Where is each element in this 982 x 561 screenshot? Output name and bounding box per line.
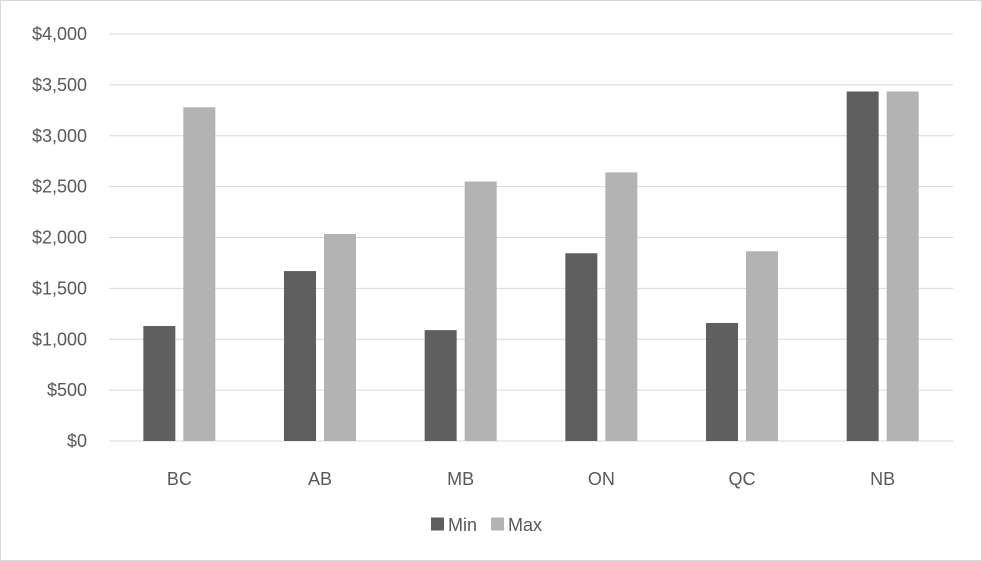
bar-min-nb bbox=[846, 91, 879, 442]
bar-max-on bbox=[605, 172, 638, 441]
bar-max-qc bbox=[746, 251, 778, 441]
x-tick-label: NB bbox=[870, 469, 895, 489]
bars bbox=[143, 91, 919, 442]
legend: Min Max bbox=[431, 515, 542, 535]
y-tick-label: $500 bbox=[47, 380, 87, 400]
legend-label: Min bbox=[448, 515, 477, 535]
x-tick-label: QC bbox=[729, 469, 756, 489]
y-tick-label: $3,000 bbox=[32, 126, 87, 146]
bar-max-bc bbox=[183, 107, 216, 441]
bar-min-mb bbox=[424, 330, 457, 441]
y-tick-label: $1,500 bbox=[32, 278, 87, 298]
x-tick-label: ON bbox=[588, 469, 615, 489]
gridlines bbox=[109, 33, 953, 442]
x-tick-label: BC bbox=[167, 469, 192, 489]
bar-max-ab bbox=[324, 233, 356, 441]
y-tick-label: $3,500 bbox=[32, 75, 87, 95]
bar-min-qc bbox=[706, 322, 738, 441]
legend-swatch bbox=[431, 517, 444, 531]
y-tick-label: $1,000 bbox=[32, 329, 87, 349]
y-tick-label: $2,000 bbox=[32, 228, 87, 248]
legend-item-min: Min bbox=[431, 515, 477, 535]
y-tick-label: $2,500 bbox=[32, 177, 87, 197]
bar-min-ab bbox=[284, 271, 316, 441]
bar-max-mb bbox=[464, 181, 497, 441]
x-axis-tick-labels: BC AB MB ON QC NB bbox=[167, 469, 895, 489]
bar-min-bc bbox=[143, 326, 176, 441]
y-tick-label: $4,000 bbox=[32, 24, 87, 44]
bar-min-on bbox=[565, 253, 598, 441]
bar-max-nb bbox=[886, 91, 919, 442]
x-tick-label: AB bbox=[308, 469, 332, 489]
legend-item-max: Max bbox=[491, 515, 542, 535]
y-axis-tick-labels: $0 $500 $1,000 $1,500 $2,000 $2,500 $3,000 $3,5… bbox=[32, 24, 87, 451]
legend-label: Max bbox=[508, 515, 542, 535]
x-tick-label: MB bbox=[447, 469, 474, 489]
y-tick-label: $0 bbox=[67, 431, 87, 451]
legend-swatch bbox=[491, 517, 504, 531]
